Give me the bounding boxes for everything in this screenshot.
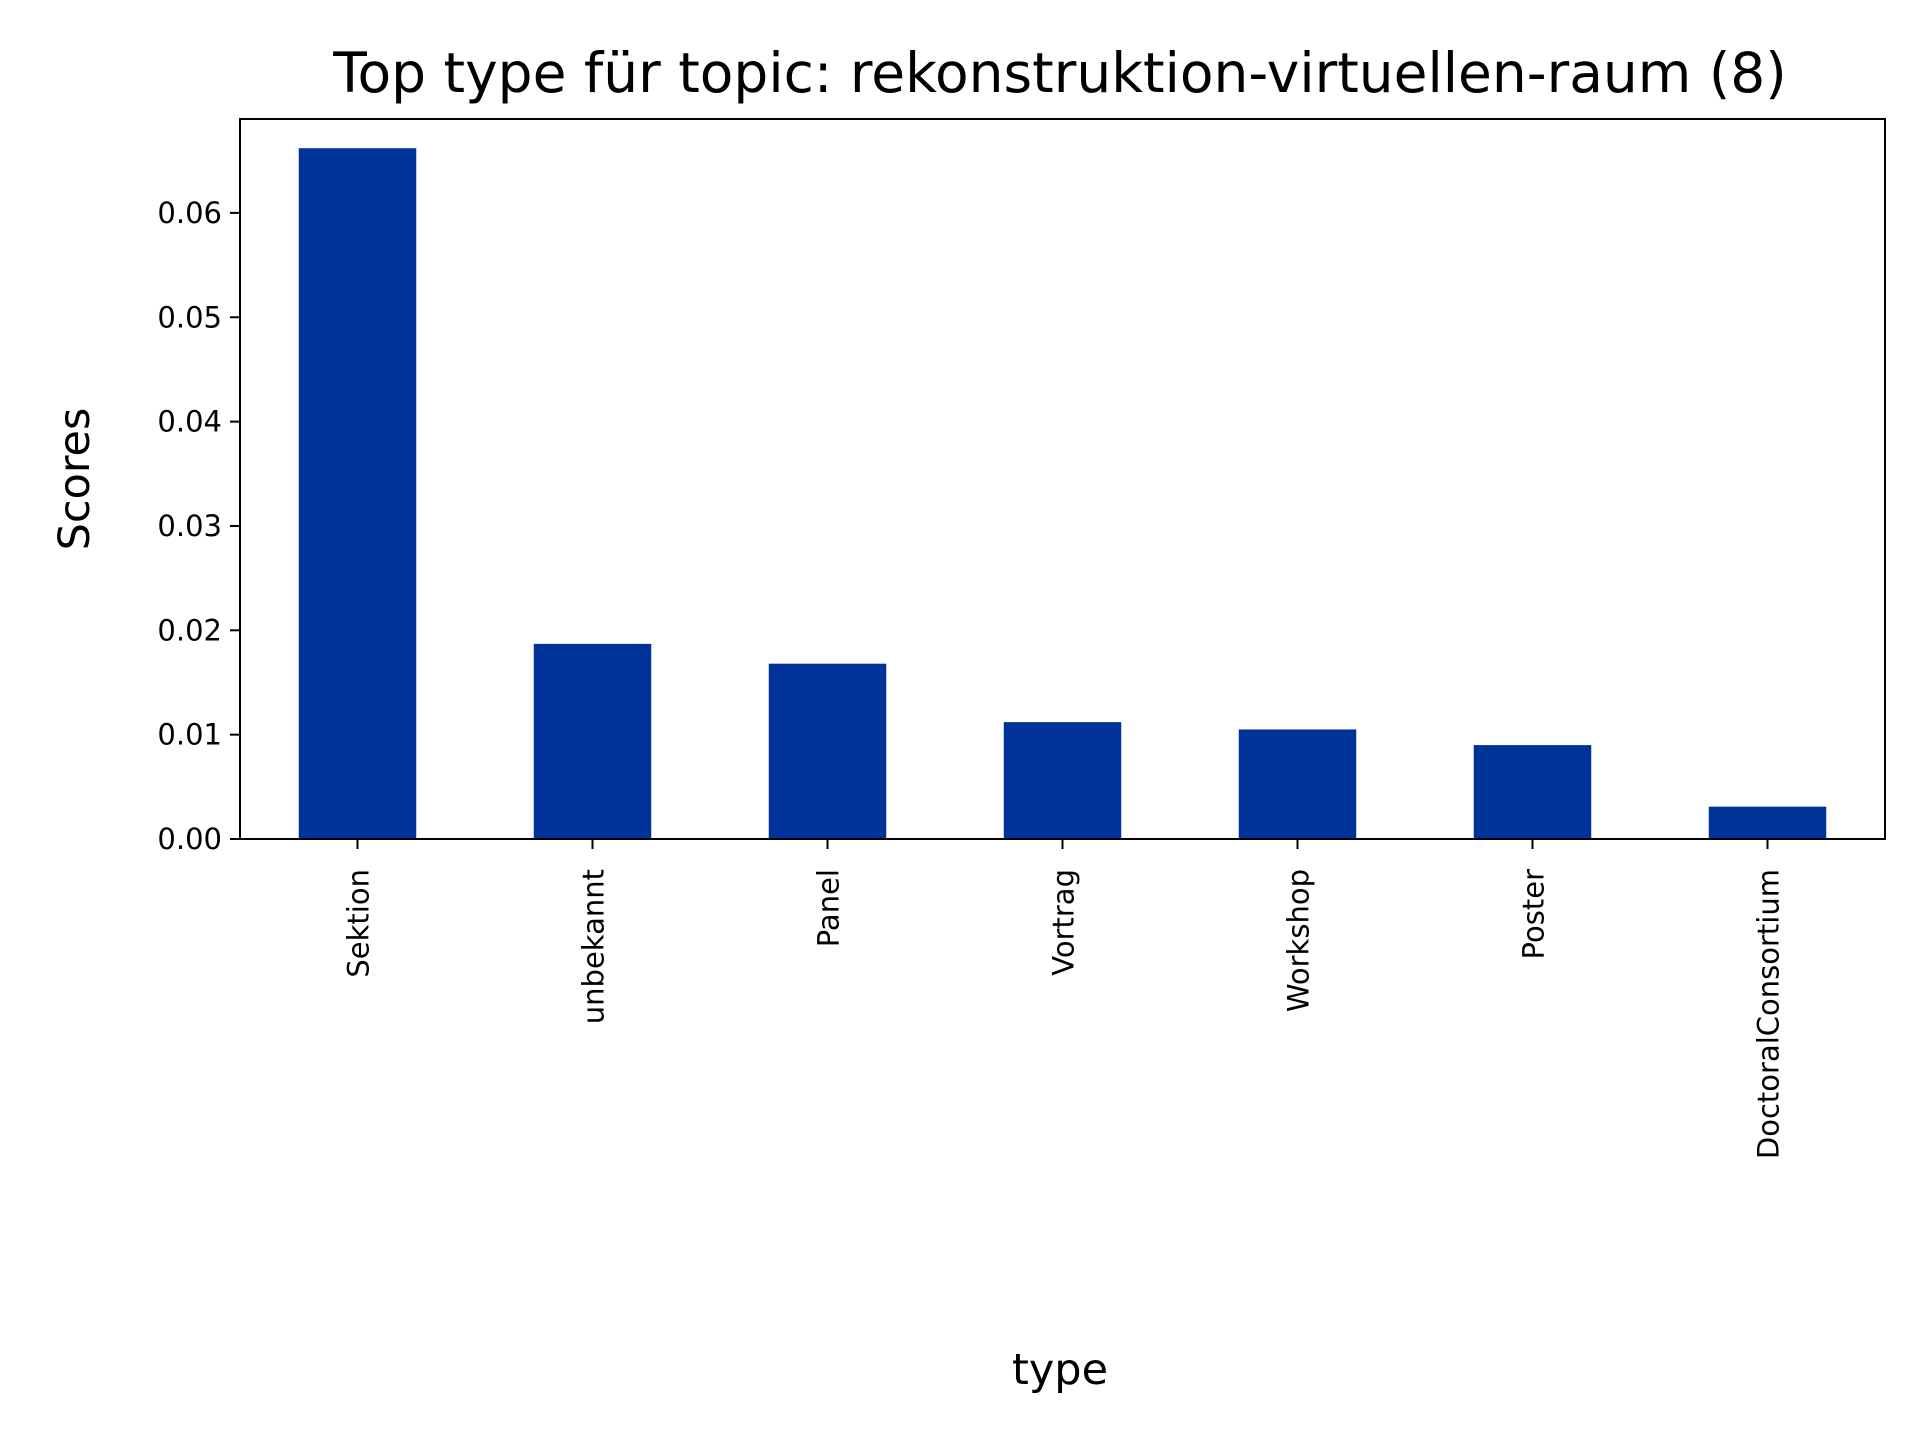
- chart-title: Top type für topic: rekonstruktion-virtu…: [332, 41, 1786, 105]
- x-tick-label-panel: Panel: [812, 869, 846, 947]
- y-tick-label-3: 0.03: [157, 509, 222, 543]
- x-tick-label-workshop: Workshop: [1282, 869, 1316, 1012]
- y-axis-label: Scores: [50, 408, 100, 551]
- y-tick-label-4: 0.04: [157, 405, 222, 439]
- bar-vortrag: [1003, 722, 1122, 839]
- bar-poster: [1473, 745, 1592, 839]
- y-tick-label-6: 0.06: [157, 196, 222, 230]
- x-axis-label: type: [1012, 1345, 1108, 1395]
- y-tick-label-5: 0.05: [157, 300, 222, 334]
- x-axis: Sektion unbekannt Panel Vortrag Workshop Post…: [342, 839, 1786, 1159]
- bar-workshop: [1238, 729, 1357, 839]
- bar-sektion: [298, 148, 417, 839]
- x-tick-label-sektion: Sektion: [342, 869, 376, 978]
- x-tick-label-vortrag: Vortrag: [1047, 869, 1081, 976]
- bar-unbekannt: [533, 643, 652, 839]
- y-tick-label-2: 0.02: [157, 613, 222, 647]
- bar-doctoralconsortium: [1708, 806, 1827, 839]
- plot-frame: [239, 118, 1886, 840]
- bars-group: [298, 148, 1827, 839]
- x-tick-label-poster: Poster: [1517, 869, 1551, 960]
- bar-panel: [768, 663, 887, 839]
- y-tick-label-1: 0.01: [157, 718, 222, 752]
- x-tick-label-unbekannt: unbekannt: [577, 869, 611, 1024]
- x-tick-label-doctoralconsortium: DoctoralConsortium: [1752, 869, 1786, 1159]
- y-tick-label-0: 0.00: [157, 822, 222, 856]
- y-axis: 0.00 0.01 0.02 0.03 0.04 0.05 0.06: [157, 196, 240, 856]
